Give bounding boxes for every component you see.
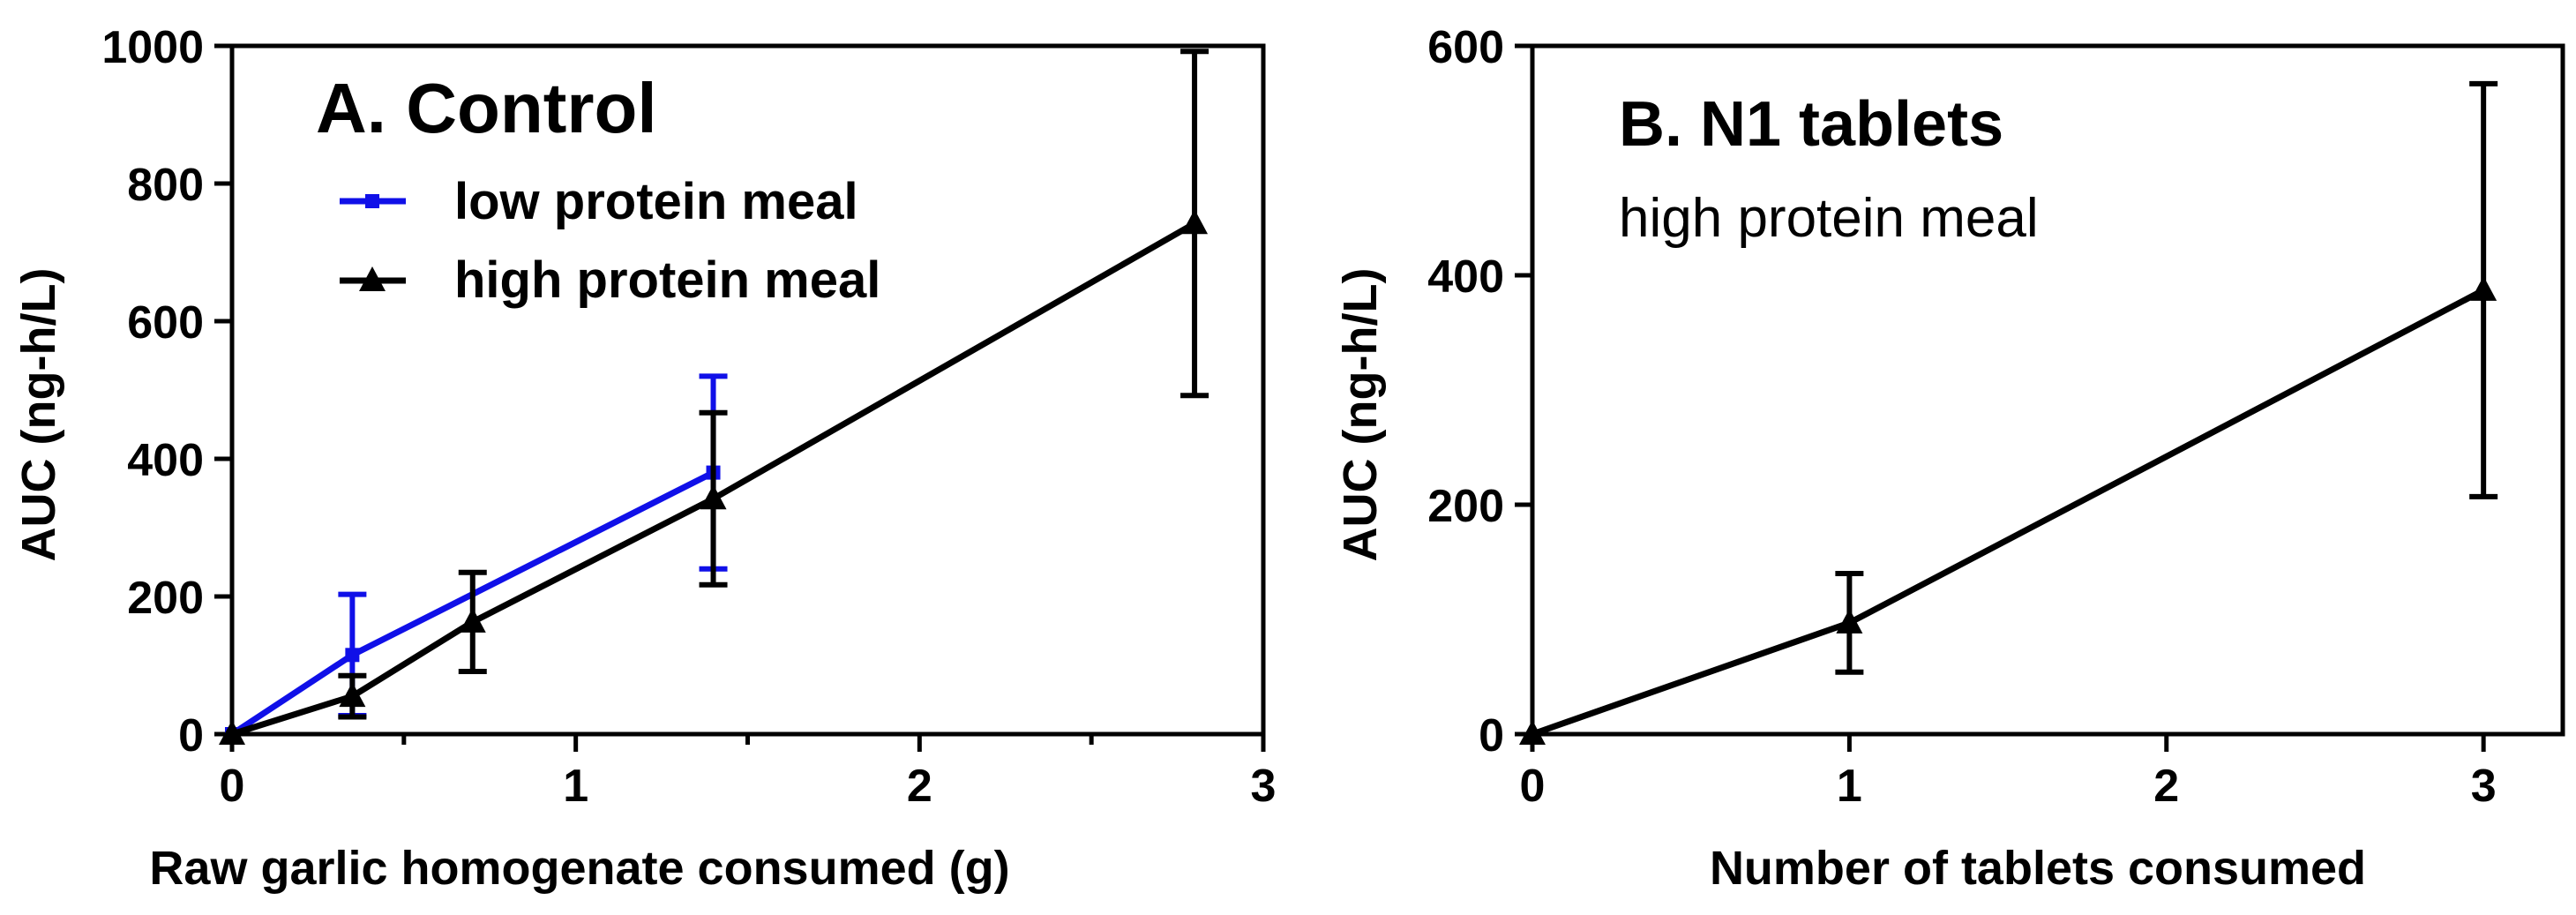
panel-a-axes-frame: [229, 43, 1266, 737]
panel-b-title: B. N1 tablets: [1619, 89, 2003, 160]
data-point: [1519, 720, 1546, 745]
legend-swatch-marker: [359, 266, 386, 291]
panel-a-ticks: 0 200 400 600 800 1000 0 1 2 3: [101, 22, 1276, 812]
x-tick-label: 2: [907, 761, 932, 812]
legend-swatch-marker: [365, 194, 379, 208]
data-point: [339, 682, 366, 708]
y-tick-label: 1000: [101, 22, 204, 73]
panel-b-n1-tablets: 0 200 400 600 0 1 2 3 B. N1 tablets high protei…: [1334, 22, 2565, 895]
panel-b-x-axis-label: Number of tablets consumed: [1710, 842, 2366, 895]
panel-a-series: [219, 49, 1209, 745]
y-tick-label: 200: [127, 573, 204, 624]
data-point: [2470, 275, 2497, 301]
x-tick-label: 0: [220, 761, 245, 812]
panel-a-legend: low protein meal high protein meal: [340, 173, 880, 309]
panel-b-series: [1519, 80, 2498, 745]
y-tick-label: 0: [178, 710, 204, 761]
y-tick-label: 600: [127, 297, 204, 349]
x-tick-label: 1: [1837, 761, 1862, 812]
data-point: [1181, 209, 1209, 235]
plot-frame: [229, 43, 1266, 737]
series-high-protein-meal: [219, 49, 1209, 745]
x-tick-label: 3: [1251, 761, 1277, 812]
y-tick-label: 800: [127, 160, 204, 211]
data-point: [459, 607, 486, 633]
panel-b-y-axis-label: AUC (ng-h/L): [1334, 268, 1387, 562]
legend-item-low-protein-meal: [340, 194, 406, 208]
panel-b-ticks: 0 200 400 600 0 1 2 3: [1427, 22, 2496, 812]
y-tick-label: 200: [1427, 481, 1504, 532]
panel-a-control: 0 200 400 600 800 1000 0 1 2 3 A. Control low pro…: [12, 22, 1276, 895]
y-tick-label: 600: [1427, 22, 1504, 73]
series-line: [1531, 287, 2485, 738]
x-tick-label: 0: [1520, 761, 1546, 812]
legend-label-low-protein-meal: low protein meal: [454, 173, 858, 230]
y-tick-label: 0: [1479, 710, 1504, 761]
x-tick-label: 3: [2471, 761, 2497, 812]
x-tick-label: 1: [563, 761, 588, 812]
series-high-protein-meal: [1519, 80, 2498, 745]
legend-label-high-protein-meal: high protein meal: [454, 251, 880, 309]
series-low-protein-meal: [225, 373, 728, 741]
data-point: [219, 720, 245, 745]
panel-b-subtitle: high protein meal: [1619, 188, 2039, 249]
x-tick-label: 2: [2153, 761, 2179, 812]
data-point: [700, 484, 727, 510]
panel-a-title: A. Control: [316, 69, 657, 147]
y-tick-label: 400: [1427, 251, 1504, 303]
y-tick-label: 400: [127, 435, 204, 486]
panel-a-x-axis-label: Raw garlic homogenate consumed (g): [149, 842, 1009, 895]
plot-frame: [1530, 43, 2565, 737]
data-point: [345, 648, 360, 663]
data-point: [1836, 608, 1863, 634]
legend-item-high-protein-meal: [340, 266, 406, 291]
panel-a-y-axis-label: AUC (ng-h/L): [12, 268, 65, 562]
panel-b-axes-frame: [1530, 43, 2565, 737]
